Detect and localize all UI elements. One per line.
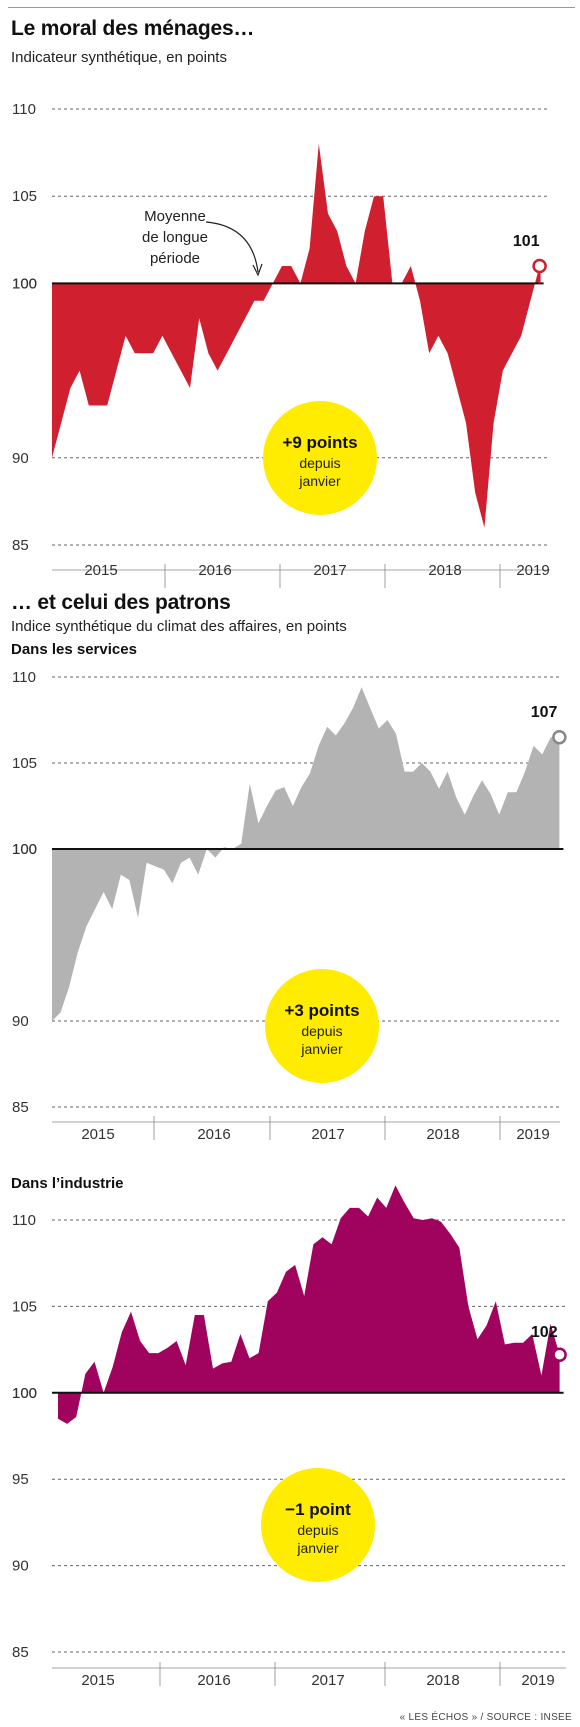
x-tick-label: 2018 (426, 1126, 459, 1143)
x-tick-label: 2019 (516, 1126, 549, 1143)
y-tick-label: 100 (12, 275, 37, 292)
change-badge (263, 401, 377, 515)
change-badge (261, 1468, 375, 1582)
y-tick-label: 95 (12, 1471, 29, 1488)
badge-headline: +9 points (282, 433, 357, 452)
x-tick-label: 2016 (197, 1126, 230, 1143)
top-rule (8, 7, 575, 8)
source-credit: « LES ÉCHOS » / SOURCE : INSEE (399, 1712, 572, 1723)
x-tick-label: 2015 (81, 1672, 114, 1689)
chart2-title: … et celui des patrons (11, 591, 231, 614)
end-marker (552, 1347, 567, 1363)
last-value-label: 102 (531, 1324, 558, 1341)
chart2-subtitle: Indice synthétique du climat des affaire… (11, 618, 347, 635)
y-tick-label: 100 (12, 841, 37, 858)
x-tick-label: 2019 (516, 562, 549, 579)
end-marker (532, 258, 547, 274)
y-tick-label: 105 (12, 1298, 37, 1315)
annotation-text: Moyenne (144, 208, 206, 225)
chart1-title: Le moral des ménages… (11, 17, 255, 40)
x-tick-label: 2017 (313, 562, 346, 579)
x-tick-label: 2017 (311, 1672, 344, 1689)
y-tick-label: 105 (12, 755, 37, 772)
y-tick-label: 90 (12, 1558, 29, 1575)
badge-text: depuis (297, 1522, 338, 1538)
y-tick-label: 90 (12, 1013, 29, 1030)
badge-text: depuis (299, 455, 340, 471)
y-tick-label: 105 (12, 188, 37, 205)
y-tick-label: 100 (12, 841, 37, 858)
series-area (52, 143, 540, 528)
industry-panel-label: Dans l’industrie (11, 1175, 124, 1192)
badge-text: janvier (298, 473, 341, 489)
y-tick-label: 85 (12, 1099, 29, 1116)
badge-text: depuis (301, 1023, 342, 1039)
y-tick-label: 90 (12, 450, 29, 467)
chart1-subtitle: Indicateur synthétique, en points (11, 49, 227, 66)
annotation-arrowhead (252, 263, 263, 277)
end-marker (552, 729, 567, 745)
change-badge (265, 969, 379, 1083)
y-tick-label: 100 (12, 1385, 37, 1402)
series-area (52, 687, 560, 1021)
y-tick-label: 100 (12, 275, 37, 292)
x-tick-label: 2019 (521, 1672, 554, 1689)
last-value-label: 101 (513, 233, 540, 250)
series-area (58, 1185, 560, 1424)
annotation-arrow (205, 221, 259, 273)
badge-text: janvier (296, 1540, 339, 1556)
annotation-text: période (150, 250, 200, 267)
x-tick-label: 2017 (311, 1126, 344, 1143)
badge-headline: −1 point (285, 1500, 351, 1519)
annotation-text: de longue (142, 229, 208, 246)
services-panel-label: Dans les services (11, 641, 137, 658)
last-value-label: 107 (531, 704, 558, 721)
x-tick-label: 2015 (84, 562, 117, 579)
x-tick-label: 2018 (426, 1672, 459, 1689)
y-tick-label: 85 (12, 537, 29, 554)
x-tick-label: 2018 (428, 562, 461, 579)
y-tick-label: 110 (12, 669, 36, 686)
y-tick-label: 110 (12, 1212, 36, 1229)
y-tick-label: 110 (12, 101, 36, 118)
x-tick-label: 2016 (197, 1672, 230, 1689)
badge-headline: +3 points (284, 1001, 359, 1020)
badge-text: janvier (300, 1041, 343, 1057)
y-tick-label: 100 (12, 1385, 37, 1402)
x-tick-label: 2015 (81, 1126, 114, 1143)
y-tick-label: 85 (12, 1644, 29, 1661)
x-tick-label: 2016 (198, 562, 231, 579)
